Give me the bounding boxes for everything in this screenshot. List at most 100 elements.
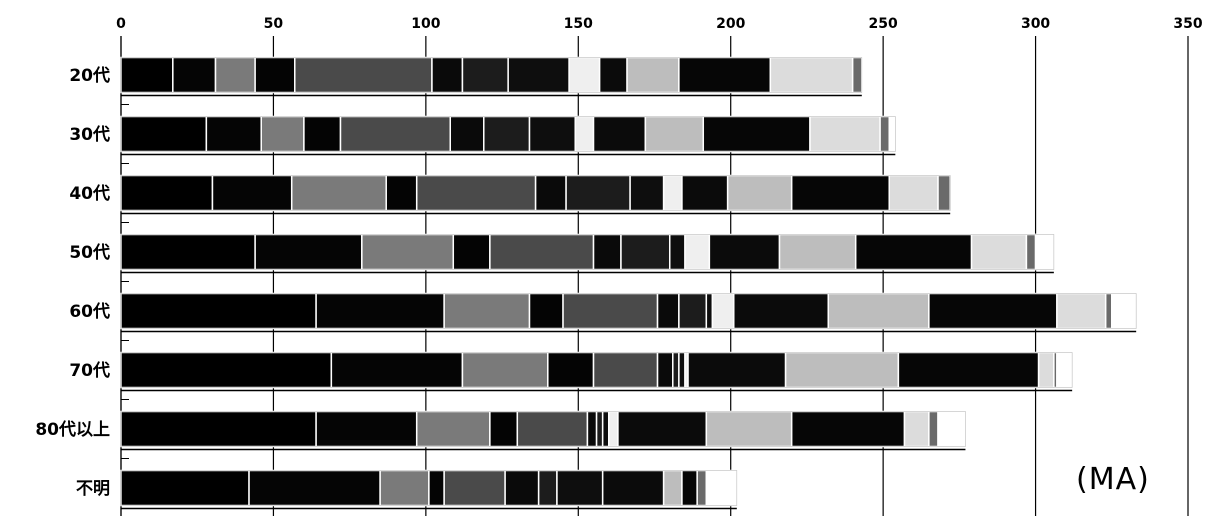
bar-segment	[507, 56, 570, 94]
bar-segment	[431, 56, 464, 94]
bar-segment	[489, 410, 519, 448]
bar-segment	[733, 292, 830, 330]
bars	[120, 56, 1137, 510]
bar-segment	[1034, 233, 1055, 271]
bar-segment	[809, 115, 881, 153]
bar-segment	[415, 174, 537, 212]
bar-segment	[330, 351, 464, 389]
bar-segment	[361, 233, 455, 271]
x-tick-label: 350	[1173, 16, 1202, 32]
bar-segment	[711, 292, 735, 330]
bar-segment	[684, 233, 711, 271]
category-label: 70代	[69, 360, 110, 381]
bar-segment	[254, 56, 296, 94]
bar-segment	[778, 233, 857, 271]
bar-segment	[120, 174, 214, 212]
bar-segment	[339, 115, 451, 153]
category-label: 40代	[69, 183, 110, 204]
bar-segment	[928, 292, 1058, 330]
x-tick-label: 300	[1021, 16, 1050, 32]
bar-segment	[769, 56, 854, 94]
bar-segment	[888, 115, 897, 153]
bar-segment	[443, 292, 531, 330]
bar-segment	[528, 115, 576, 153]
bar-segment	[851, 56, 863, 94]
bar-segment	[681, 469, 698, 507]
bar-segment	[1025, 233, 1037, 271]
category-label: 50代	[69, 242, 110, 263]
bar-segment	[1037, 351, 1055, 389]
bar-segment	[626, 56, 680, 94]
bar-segment	[211, 174, 293, 212]
bar-outline	[120, 411, 966, 447]
bar-segment	[879, 115, 890, 153]
category-label: 20代	[69, 65, 110, 86]
bar-segment	[120, 56, 174, 94]
bar-segment	[678, 292, 708, 330]
x-tick-label: 200	[716, 16, 745, 32]
bar-segment	[120, 410, 317, 448]
bar-segment	[928, 410, 939, 448]
bar-segment	[620, 233, 671, 271]
bar-segment	[205, 115, 262, 153]
bar-segment	[903, 410, 930, 448]
bar-segment	[120, 233, 256, 271]
bar-segment	[595, 410, 604, 448]
bar-outline	[120, 293, 1137, 329]
bar-segment	[662, 174, 683, 212]
x-tick-label: 50	[264, 16, 284, 32]
bar-segment	[1104, 292, 1113, 330]
bar-segment	[592, 233, 622, 271]
bar-segment	[678, 56, 772, 94]
bar-segment	[702, 115, 811, 153]
bar-segment	[556, 469, 604, 507]
bar-segment	[586, 410, 598, 448]
bar-segment	[784, 351, 900, 389]
bar-segment	[888, 174, 939, 212]
bar-segment	[379, 469, 430, 507]
bar-segment	[428, 469, 445, 507]
bar-segment	[790, 410, 906, 448]
bar-outline	[120, 470, 738, 506]
bar-outline	[120, 234, 1055, 270]
bar-segment	[504, 469, 540, 507]
bar-segment	[303, 115, 342, 153]
bar-segment	[574, 115, 595, 153]
bar-segment	[461, 56, 509, 94]
category-label: 30代	[69, 124, 110, 145]
bar-segment	[592, 115, 647, 153]
bar-segment	[696, 469, 708, 507]
bar-outline	[120, 352, 1073, 388]
bar-segment	[644, 115, 705, 153]
x-axis-tick-labels: 0 50 100 150 200 250 300 350	[116, 16, 1203, 32]
bar-segment	[214, 56, 256, 94]
bar-segment	[827, 292, 930, 330]
bar-segment	[705, 469, 738, 507]
bar-segment	[937, 410, 967, 448]
bar-segment	[681, 174, 729, 212]
bar-segment	[790, 174, 890, 212]
bar-segment	[970, 233, 1028, 271]
x-tick-label: 0	[116, 16, 126, 32]
category-label: 60代	[69, 301, 110, 322]
bar-segment	[415, 410, 491, 448]
category-label: 80代以上	[35, 419, 110, 440]
bar-segment	[937, 174, 951, 212]
bar-segment	[1111, 292, 1137, 330]
bar-segment	[565, 174, 631, 212]
bar-segment	[290, 174, 387, 212]
x-tick-label: 150	[564, 16, 593, 32]
bar-segment	[617, 410, 708, 448]
x-tick-label: 250	[869, 16, 898, 32]
bar-segment	[592, 351, 659, 389]
bar-segment	[629, 174, 665, 212]
bar-segment	[1056, 292, 1107, 330]
bar-segment	[668, 233, 686, 271]
bar-segment	[608, 410, 619, 448]
bar-segment	[601, 469, 665, 507]
bar-segment	[315, 292, 445, 330]
bar-segment	[568, 56, 601, 94]
bar-segment	[562, 292, 659, 330]
bar-segment	[120, 292, 317, 330]
